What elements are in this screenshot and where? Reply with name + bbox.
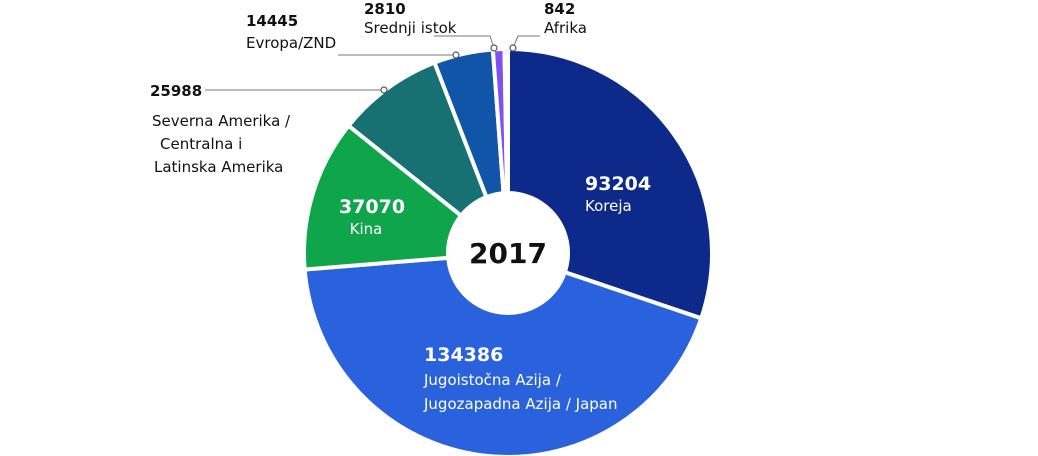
slice-severna-amerika-centralna-i-latinska-amerika bbox=[346, 60, 510, 255]
leader-dot-amerika bbox=[380, 86, 388, 94]
label-evropa-name: Evropa/ZND bbox=[246, 34, 336, 52]
label-srednji-name: Srednji istok bbox=[364, 19, 457, 37]
leader-dot-evropa bbox=[452, 51, 460, 59]
label-amerika-line-3: Latinska Amerika bbox=[154, 158, 283, 176]
leader-dot-srednji bbox=[490, 44, 498, 52]
label-kina-value: 37070 bbox=[339, 196, 405, 218]
label-kina-name: Kina bbox=[350, 220, 383, 238]
label-kina: 37070 Kina bbox=[339, 196, 405, 238]
donut-hole bbox=[446, 191, 570, 315]
label-evropa: 14445 Evropa/ZND bbox=[246, 12, 460, 59]
label-jugoistocna-line-1: Jugoistočna Azija / bbox=[423, 371, 562, 389]
label-srednji-value: 2810 bbox=[364, 0, 406, 18]
leader-line-afrika bbox=[512, 35, 540, 49]
slices-group bbox=[302, 46, 714, 456]
label-afrika: 842 Afrika bbox=[509, 0, 587, 52]
label-amerika: 25988 Severna Amerika / Centralna i Lati… bbox=[150, 82, 388, 176]
center-year-label: 2017 bbox=[469, 237, 547, 270]
label-amerika-line-1: Severna Amerika / bbox=[152, 112, 291, 130]
label-jugoistocna-value: 134386 bbox=[424, 344, 503, 366]
label-koreja-name: Koreja bbox=[585, 197, 632, 215]
label-amerika-value: 25988 bbox=[150, 82, 202, 100]
label-afrika-value: 842 bbox=[544, 0, 575, 18]
label-koreja-value: 93204 bbox=[585, 173, 651, 195]
label-evropa-value: 14445 bbox=[246, 12, 298, 30]
label-koreja: 93204 Koreja bbox=[585, 173, 651, 215]
label-amerika-line-2: Centralna i bbox=[160, 135, 242, 153]
label-afrika-name: Afrika bbox=[544, 19, 587, 37]
label-jugoistocna-line-2: Jugozapadna Azija / Japan bbox=[423, 395, 617, 413]
label-srednji: 2810 Srednji istok bbox=[364, 0, 498, 52]
label-jugoistocna: 134386 Jugoistočna Azija / Jugozapadna A… bbox=[423, 344, 617, 413]
slice-jugoisto-na-azija-jugozapadna-azija-japan bbox=[302, 251, 704, 456]
leader-dot-afrika bbox=[509, 44, 517, 52]
leader-line-srednji bbox=[434, 35, 495, 49]
